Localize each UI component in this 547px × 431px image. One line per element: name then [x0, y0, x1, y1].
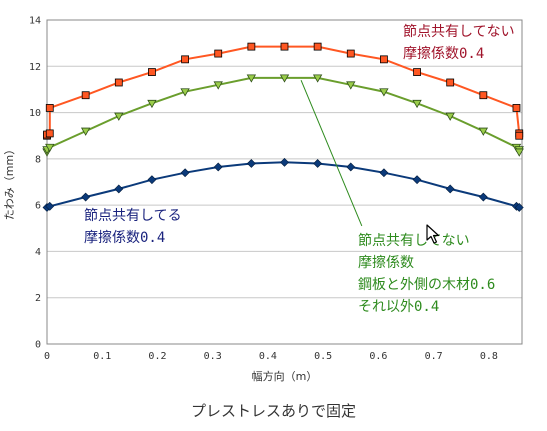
- annotation-top-series: 摩擦係数0.4: [403, 45, 484, 62]
- data-point: [514, 148, 524, 157]
- data-point: [412, 99, 422, 109]
- x-tick-label: 0.3: [204, 351, 222, 362]
- data-point: [114, 78, 123, 87]
- data-point: [346, 81, 356, 90]
- data-point: [45, 143, 55, 153]
- y-axis-label: たわみ（mm）: [3, 144, 16, 220]
- data-point: [445, 112, 455, 121]
- mouse-cursor-icon: [426, 224, 440, 244]
- data-point: [379, 168, 389, 178]
- data-point: [479, 91, 488, 100]
- data-point: [214, 49, 223, 58]
- data-point: [379, 88, 389, 97]
- data-point: [246, 74, 257, 83]
- x-tick-label: 0.2: [148, 351, 166, 362]
- data-point: [45, 129, 54, 138]
- y-tick-label: 12: [29, 62, 41, 73]
- data-point: [512, 104, 521, 112]
- data-point: [114, 112, 124, 121]
- y-tick-label: 4: [35, 247, 41, 258]
- data-point: [478, 127, 489, 136]
- data-point: [147, 99, 157, 109]
- data-point: [412, 175, 422, 185]
- data-point: [346, 49, 355, 58]
- y-tick-label: 8: [35, 154, 41, 165]
- plot-frame: [46, 19, 523, 345]
- x-tick-labels: 0 0.1 0.2 0.3 0.4 0.5 0.6 0.7 0.8: [44, 351, 498, 362]
- y-tick-label: 6: [35, 201, 41, 212]
- annotation-bottom-series: 節点共有してる: [84, 207, 182, 224]
- data-point: [246, 159, 256, 168]
- series-diamond: [42, 157, 524, 212]
- data-point: [148, 68, 156, 76]
- data-point: [180, 168, 190, 178]
- data-point: [514, 203, 524, 212]
- series-square: [43, 42, 524, 140]
- data-point: [380, 55, 388, 64]
- data-point: [247, 42, 256, 51]
- y-tick-label: 0: [35, 340, 41, 351]
- grid-lines: [47, 19, 522, 345]
- annotation-middle-series: それ以外0.4: [358, 299, 439, 315]
- annotation-middle-series: 摩擦係数: [358, 254, 414, 271]
- x-tick-label: 0: [44, 351, 50, 362]
- series-group: [42, 42, 524, 212]
- y-tick-labels: 0 2 4 6 8 10 12 14: [29, 16, 41, 351]
- data-point: [280, 42, 289, 51]
- x-tick-label: 0.8: [480, 351, 498, 362]
- series-triangle-down: [42, 74, 524, 157]
- data-point: [515, 131, 524, 140]
- data-point: [213, 162, 223, 172]
- data-point: [45, 104, 54, 112]
- data-point: [478, 192, 488, 202]
- x-axis-label: 幅方向（m）: [252, 369, 318, 383]
- data-point: [45, 201, 55, 211]
- y-tick-label: 14: [29, 16, 41, 27]
- data-point: [313, 159, 323, 168]
- x-tick-label: 0.4: [259, 351, 277, 362]
- data-point: [280, 157, 289, 167]
- annotation-top-series: 節点共有してない: [403, 23, 515, 40]
- annotation-bottom-series: 摩擦係数0.4: [84, 229, 165, 246]
- y-tick-label: 2: [35, 293, 41, 304]
- data-point: [313, 42, 322, 51]
- x-tick-label: 0.1: [93, 351, 111, 362]
- data-point: [413, 68, 421, 76]
- data-point: [279, 74, 290, 83]
- annotation-pointer-line: [300, 79, 363, 227]
- chart-caption: プレストレスありで固定: [190, 402, 356, 420]
- data-point: [312, 74, 323, 83]
- y-tick-label: 10: [29, 108, 41, 119]
- data-point: [346, 162, 356, 172]
- data-point: [80, 127, 91, 136]
- data-point: [446, 78, 455, 87]
- data-point: [147, 175, 157, 185]
- x-tick-label: 0.5: [314, 351, 332, 362]
- data-point: [81, 192, 91, 202]
- data-point: [181, 55, 189, 64]
- data-point: [114, 184, 124, 194]
- data-point: [445, 184, 455, 194]
- data-point: [81, 91, 90, 100]
- x-tick-label: 0.6: [369, 351, 387, 362]
- x-tick-label: 0.7: [425, 351, 443, 362]
- data-point: [180, 88, 190, 97]
- series-line: [46, 161, 520, 209]
- data-point: [213, 81, 223, 90]
- series-line: [46, 45, 521, 136]
- annotation-middle-series: 鋼板と外側の木材0.6: [358, 277, 495, 293]
- annotation-middle-series: 節点共有してない: [358, 232, 470, 249]
